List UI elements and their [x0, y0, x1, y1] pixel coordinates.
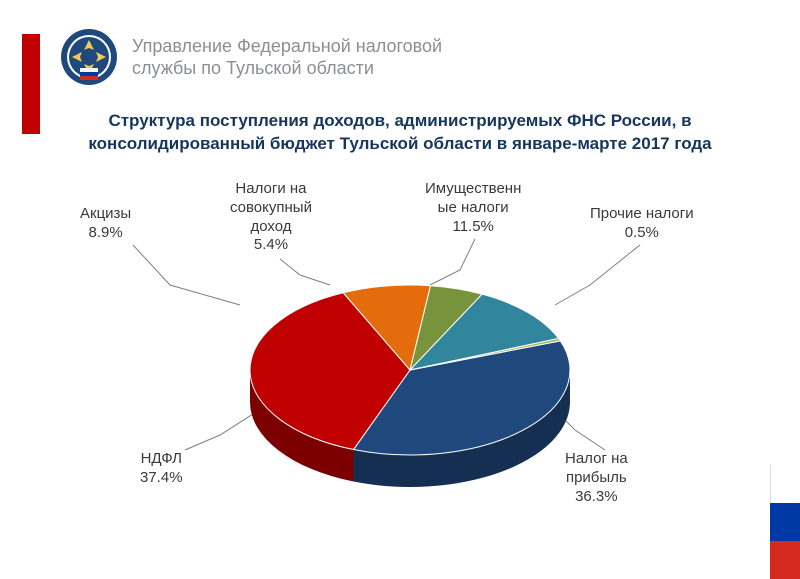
flag-white [770, 465, 800, 503]
flag-blue [770, 503, 800, 541]
header-line-1: Управление Федеральной налоговой [132, 35, 442, 58]
fns-logo [60, 28, 118, 86]
flag-strip [770, 465, 800, 579]
header-line-2: службы по Тульской области [132, 57, 442, 80]
chart-title: Структура поступления доходов, администр… [70, 110, 730, 156]
header: Управление Федеральной налоговой службы … [0, 22, 800, 92]
chart-area: Акцизы 8.9% Налоги на совокупный доход 5… [0, 175, 800, 533]
pie-chart [245, 270, 575, 490]
header-org-name: Управление Федеральной налоговой службы … [132, 35, 442, 80]
flag-red [770, 541, 800, 579]
